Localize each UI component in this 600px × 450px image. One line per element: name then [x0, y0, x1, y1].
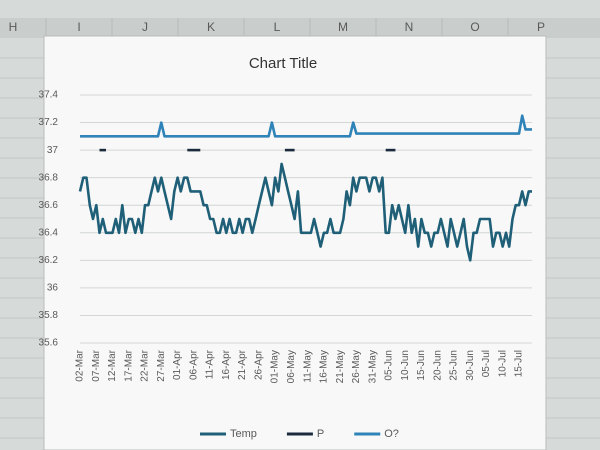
legend-label: O? [384, 428, 399, 440]
y-tick-label: 37 [47, 145, 59, 156]
column-header: O [470, 20, 479, 34]
x-tick-label: 26-Apr [253, 349, 264, 380]
series-line [80, 114, 532, 138]
x-tick-label: 17-Mar [123, 349, 134, 381]
chart-title: Chart Title [249, 55, 317, 72]
x-tick-label: 20-Jun [432, 350, 443, 381]
chart-area [43, 35, 547, 450]
x-tick-label: 11-May [302, 350, 313, 383]
y-tick-label: 36 [47, 283, 59, 294]
x-tick-label: 10-Jul [497, 350, 508, 377]
x-tick-label: 07-Mar [91, 349, 102, 381]
y-tick-label: 36.8 [39, 172, 59, 183]
x-tick-label: 15-Jul [514, 350, 525, 377]
x-tick-label: 25-Jun [449, 350, 460, 381]
y-tick-label: 35.8 [39, 310, 59, 321]
x-tick-label: 05-Jun [384, 350, 395, 381]
x-tick-label: 06-Apr [188, 349, 199, 380]
column-header: K [207, 20, 215, 34]
x-tick-label: 16-Apr [221, 349, 232, 380]
y-tick-label: 37.4 [39, 90, 59, 101]
x-tick-label: 21-May [335, 350, 346, 383]
column-header: N [405, 20, 414, 34]
y-tick-label: 35.6 [39, 338, 59, 349]
x-tick-label: 06-May [286, 350, 297, 383]
x-tick-label: 02-Mar [75, 349, 86, 381]
x-tick-label: 30-Jun [465, 350, 476, 381]
legend-label: P [317, 428, 324, 440]
x-tick-label: 15-Jun [416, 350, 427, 381]
x-tick-label: 05-Jul [481, 350, 492, 377]
y-tick-label: 36.4 [39, 227, 59, 238]
column-header-bar [0, 18, 600, 38]
x-tick-label: 16-May [319, 350, 330, 383]
x-tick-label: 01-Apr [172, 349, 183, 380]
x-tick-label: 12-Mar [107, 349, 118, 381]
column-header: M [338, 20, 348, 34]
column-header: L [274, 20, 281, 34]
x-tick-label: 01-May [270, 350, 281, 383]
column-header: P [537, 20, 545, 34]
x-tick-label: 10-Jun [400, 350, 411, 381]
x-tick-label: 31-May [367, 350, 378, 383]
x-tick-label: 21-Apr [237, 349, 248, 380]
column-header: I [77, 20, 80, 34]
y-tick-label: 36.2 [39, 255, 59, 266]
x-tick-label: 26-May [351, 350, 362, 383]
y-tick-label: 37.2 [39, 117, 59, 128]
column-header: J [142, 20, 148, 34]
x-tick-label: 22-Mar [140, 349, 151, 381]
y-tick-label: 36.6 [39, 200, 59, 211]
column-header: H [9, 20, 18, 34]
legend-label: Temp [230, 428, 257, 440]
series-line [78, 162, 532, 262]
x-tick-label: 27-Mar [156, 349, 167, 381]
x-tick-label: 11-Apr [205, 349, 216, 379]
